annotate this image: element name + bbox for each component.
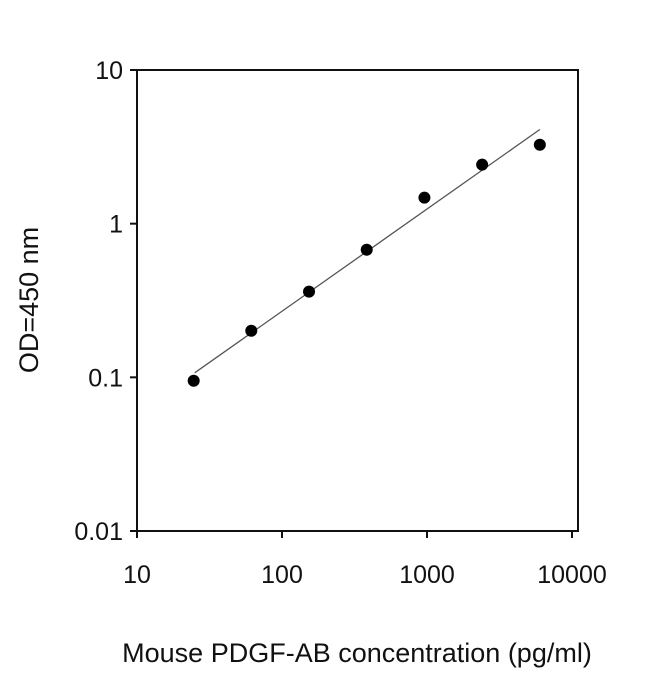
data-points — [187, 138, 546, 387]
x-tick-label: 10000 — [537, 561, 607, 589]
y-axis-ticks: 0.01 0.1 1 10 — [74, 57, 137, 546]
data-point — [418, 191, 431, 204]
x-tick-label: 1000 — [399, 561, 455, 589]
data-point — [245, 324, 258, 337]
plot-frame — [136, 69, 579, 532]
y-tick-label: 1 — [109, 211, 123, 239]
x-axis-ticks: 10 100 1000 10000 — [123, 531, 607, 589]
data-point — [476, 158, 489, 171]
x-axis-title: Mouse PDGF-AB concentration (pg/ml) — [122, 638, 592, 668]
data-point — [187, 374, 200, 387]
x-tick-label: 100 — [261, 561, 303, 589]
data-point — [303, 285, 316, 298]
data-point — [360, 243, 373, 256]
data-point — [533, 138, 546, 151]
y-axis-title: OD=450 nm — [14, 227, 44, 373]
y-tick-label: 10 — [95, 57, 123, 85]
x-tick-label: 10 — [123, 561, 151, 589]
y-tick-label: 0.01 — [74, 518, 123, 546]
y-tick-label: 0.1 — [88, 364, 123, 392]
